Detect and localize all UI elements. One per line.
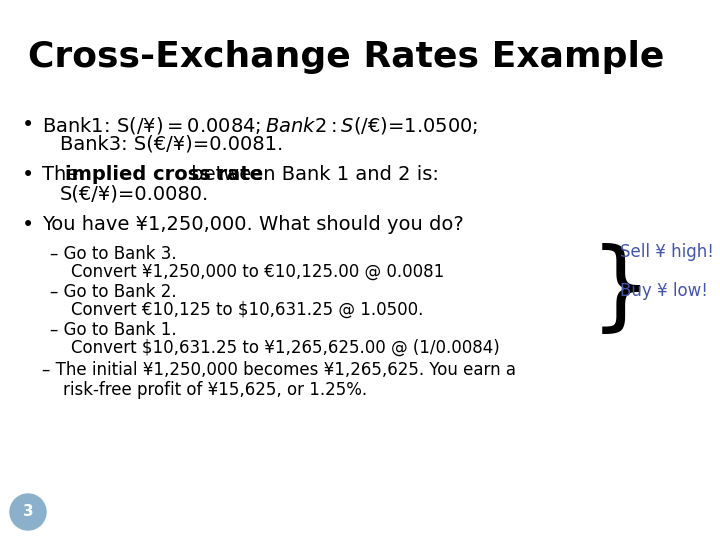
Circle shape bbox=[10, 494, 46, 530]
Text: 3: 3 bbox=[23, 504, 33, 519]
Text: implied cross rate: implied cross rate bbox=[65, 165, 263, 184]
Text: Bank3: S(€/¥)=0.0081.: Bank3: S(€/¥)=0.0081. bbox=[60, 135, 283, 154]
Text: – The initial ¥1,250,000 becomes ¥1,265,625. You earn a: – The initial ¥1,250,000 becomes ¥1,265,… bbox=[42, 361, 516, 379]
Text: Convert €10,125 to $10,631.25 @ 1.0500.: Convert €10,125 to $10,631.25 @ 1.0500. bbox=[50, 301, 423, 319]
Text: S(€/¥)=0.0080.: S(€/¥)=0.0080. bbox=[60, 185, 210, 204]
Text: between Bank 1 and 2 is:: between Bank 1 and 2 is: bbox=[185, 165, 439, 184]
Text: The: The bbox=[42, 165, 84, 184]
Text: Buy ¥ low!: Buy ¥ low! bbox=[620, 282, 708, 300]
Text: Bank1: S($/¥)=0.0084; Bank2: S($/€)=1.0500;: Bank1: S($/¥)=0.0084; Bank2: S($/€)=1.05… bbox=[42, 115, 478, 136]
Text: – Go to Bank 2.: – Go to Bank 2. bbox=[50, 283, 176, 301]
Text: Cross-Exchange Rates Example: Cross-Exchange Rates Example bbox=[28, 40, 665, 74]
Text: }: } bbox=[590, 244, 652, 339]
Text: Convert ¥1,250,000 to €10,125.00 @ 0.0081: Convert ¥1,250,000 to €10,125.00 @ 0.008… bbox=[50, 263, 444, 281]
Text: Convert $10,631.25 to ¥1,265,625.00 @ (1/0.0084): Convert $10,631.25 to ¥1,265,625.00 @ (1… bbox=[50, 339, 500, 357]
Text: risk-free profit of ¥15,625, or 1.25%.: risk-free profit of ¥15,625, or 1.25%. bbox=[42, 381, 367, 399]
Text: You have ¥1,250,000. What should you do?: You have ¥1,250,000. What should you do? bbox=[42, 215, 464, 234]
Text: •: • bbox=[22, 215, 35, 235]
Text: •: • bbox=[22, 115, 35, 135]
Text: – Go to Bank 1.: – Go to Bank 1. bbox=[50, 321, 176, 339]
Text: •: • bbox=[22, 165, 35, 185]
Text: Sell ¥ high!: Sell ¥ high! bbox=[620, 243, 714, 261]
Text: – Go to Bank 3.: – Go to Bank 3. bbox=[50, 245, 176, 263]
